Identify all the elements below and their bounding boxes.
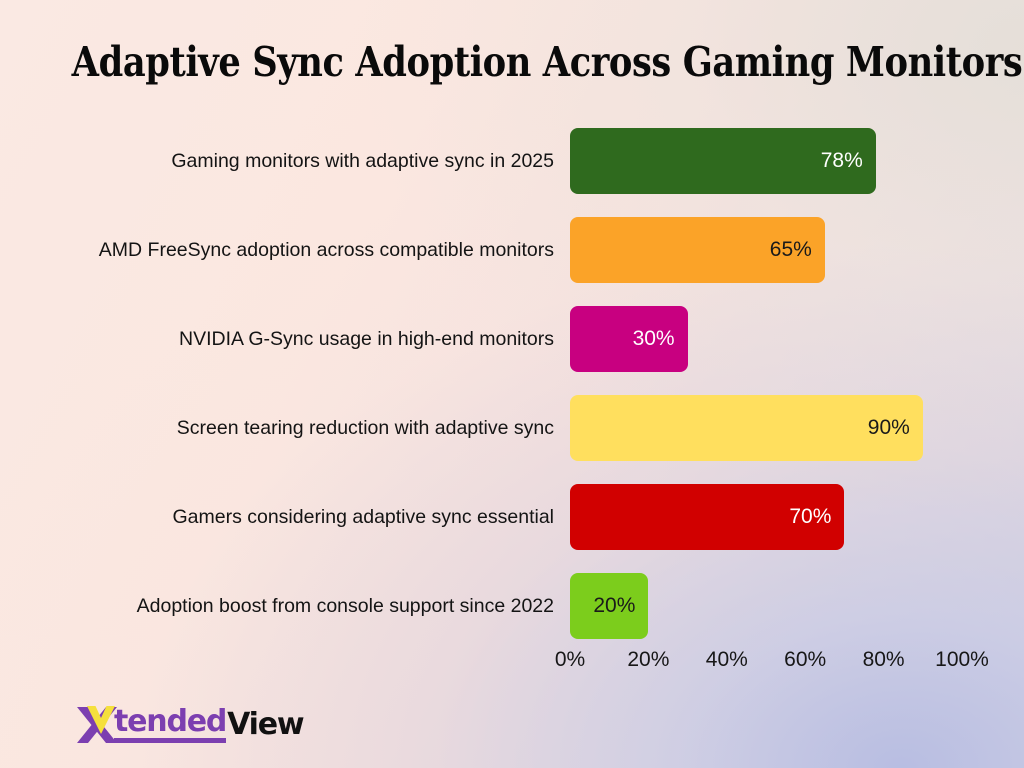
xtendedview-logo: tended View	[74, 703, 305, 747]
bar-value-label: 30%	[632, 327, 675, 350]
bar-value-label: 20%	[593, 594, 636, 617]
logo-text-view: View	[227, 706, 304, 742]
bar-value-label: 90%	[867, 416, 910, 439]
x-axis-tick-label: 20%	[627, 648, 670, 671]
bar[interactable]: 20%	[570, 573, 649, 639]
bar-category-label: Screen tearing reduction with adaptive s…	[176, 417, 554, 439]
bar-row: Adoption boost from console support sinc…	[0, 571, 1024, 641]
bar-row: AMD FreeSync adoption across compatible …	[0, 215, 1024, 285]
bar-value-label: 70%	[789, 505, 832, 528]
x-axis-tick-label: 0%	[554, 648, 586, 671]
bar[interactable]: 70%	[570, 484, 845, 550]
x-axis: 0% 20% 40% 60% 80% 100%	[555, 648, 989, 678]
bar-row: Gamers considering adaptive sync essenti…	[0, 482, 1024, 552]
x-axis-tick-label: 80%	[862, 648, 905, 671]
x-axis-tick-label: 100%	[935, 648, 989, 671]
bar-category-label: NVIDIA G-Sync usage in high-end monitors	[178, 328, 554, 350]
chart-title: Adaptive Sync Adoption Across Gaming Mon…	[71, 38, 1023, 86]
bar-category-label: Gaming monitors with adaptive sync in 20…	[171, 150, 554, 172]
bar-category-label: Adoption boost from console support sinc…	[136, 595, 554, 617]
bar-category-label: AMD FreeSync adoption across compatible …	[98, 239, 554, 261]
bar[interactable]: 30%	[570, 306, 688, 372]
x-mark-icon	[74, 705, 120, 745]
logo-text-tended: tended	[114, 707, 227, 743]
x-axis-tick-label: 60%	[784, 648, 827, 671]
bar-row: Gaming monitors with adaptive sync in 20…	[0, 126, 1024, 196]
x-axis-tick-label: 40%	[705, 648, 748, 671]
bar-row: NVIDIA G-Sync usage in high-end monitors…	[0, 304, 1024, 374]
bar[interactable]: 78%	[570, 128, 876, 194]
bar[interactable]: 90%	[570, 395, 923, 461]
bar[interactable]: 65%	[570, 217, 825, 283]
bar-value-label: 78%	[820, 149, 863, 172]
bar-category-label: Gamers considering adaptive sync essenti…	[172, 506, 554, 528]
bar-chart-plot-area: Gaming monitors with adaptive sync in 20…	[0, 118, 1024, 648]
bar-value-label: 65%	[769, 238, 812, 261]
bar-row: Screen tearing reduction with adaptive s…	[0, 393, 1024, 463]
